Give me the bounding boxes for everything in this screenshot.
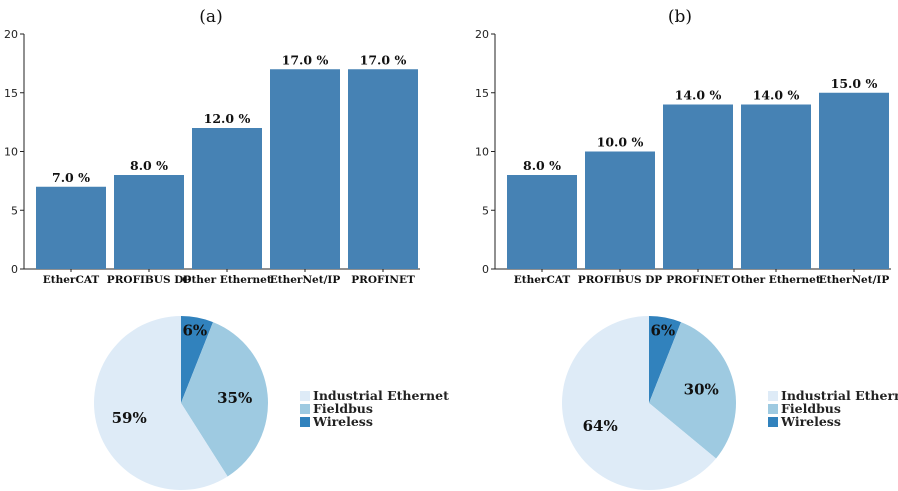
x-tick-label: EtherNet/IP [270, 274, 341, 286]
y-tick-label: 0 [11, 263, 18, 276]
x-tick-label: EtherCAT [43, 274, 100, 286]
chart-title: (a) [199, 7, 222, 27]
y-tick-label: 15 [475, 87, 489, 100]
bar-data-label: 15.0 % [831, 76, 878, 91]
x-tick-label: PROFIBUS DP [107, 274, 192, 286]
pie-slice-label: 64% [583, 417, 618, 435]
y-tick-label: 20 [4, 28, 18, 41]
pie-slice [181, 316, 214, 403]
legend-swatch [768, 391, 778, 401]
pie-slice [649, 316, 682, 403]
pie-slice [562, 315, 717, 490]
legend-label: Fieldbus [781, 401, 841, 416]
bar-data-label: 17.0 % [282, 52, 329, 67]
pie-slice-label: 6% [651, 321, 676, 339]
legend-label: Wireless [780, 414, 841, 429]
pie-slice-label: 59% [112, 409, 147, 427]
y-tick-label: 0 [482, 263, 489, 276]
bar [663, 104, 733, 269]
bar-data-label: 7.0 % [52, 170, 90, 185]
pie-slice-label: 6% [183, 321, 208, 339]
y-tick-label: 20 [475, 28, 489, 41]
bar-chart-a: (a) 0 5 10 15 20 7.0 % EtherCAT 8.0 % PROFIBUS DP… [4, 7, 420, 286]
y-tick-label: 5 [482, 204, 489, 217]
pie-slice [649, 322, 737, 459]
bar-data-label: 8.0 % [523, 158, 561, 173]
pie-slice [181, 322, 268, 477]
pie-slice-label: 35% [217, 389, 252, 407]
bar [192, 128, 262, 269]
bar-data-label: 8.0 % [130, 158, 168, 173]
bar-data-label: 14.0 % [675, 88, 722, 103]
legend-swatch [768, 417, 778, 427]
y-tick-label: 10 [4, 146, 18, 159]
bar-chart-b: (b) 0 5 10 15 20 8.0 % EtherCAT 10.0 % PROFIBUS D… [475, 7, 891, 286]
bar-data-label: 17.0 % [360, 52, 407, 67]
chart-title: (b) [668, 7, 692, 27]
bar [585, 151, 655, 269]
bar-data-label: 14.0 % [753, 88, 800, 103]
legend-swatch [300, 417, 310, 427]
bar [36, 186, 106, 269]
x-tick-label: Other Ethernet [731, 274, 821, 286]
bar [507, 175, 577, 269]
x-tick-label: PROFINET [666, 274, 730, 286]
x-tick-label: EtherCAT [514, 274, 571, 286]
legend-swatch [300, 391, 310, 401]
x-tick-label: PROFIBUS DP [578, 274, 663, 286]
legend-label: Industrial Ethernet [313, 388, 449, 403]
legend-label: Industrial Ethernet [781, 388, 898, 403]
bar-data-label: 10.0 % [597, 135, 644, 150]
bar [819, 92, 889, 269]
pie-chart-b: 6% 30% 64% Industrial EthernetFieldbusWirel… [562, 315, 898, 490]
legend-label: Fieldbus [313, 401, 373, 416]
bar [741, 104, 811, 269]
legend-swatch [768, 404, 778, 414]
x-tick-label: EtherNet/IP [819, 274, 890, 286]
y-tick-label: 5 [11, 204, 18, 217]
legend-label: Wireless [312, 414, 373, 429]
bar [270, 69, 340, 269]
pie-chart-a: 6% 35% 59% Industrial EthernetFieldbusWirel… [94, 316, 449, 490]
x-tick-label: PROFINET [351, 274, 415, 286]
bar-data-label: 12.0 % [204, 111, 251, 126]
x-tick-label: Other Ethernet [182, 274, 272, 286]
pie-slice-label: 30% [684, 381, 719, 399]
bar [114, 175, 184, 269]
legend-swatch [300, 404, 310, 414]
y-tick-label: 15 [4, 87, 18, 100]
y-tick-label: 10 [475, 146, 489, 159]
bar [348, 69, 418, 269]
pie-slice [94, 316, 228, 490]
